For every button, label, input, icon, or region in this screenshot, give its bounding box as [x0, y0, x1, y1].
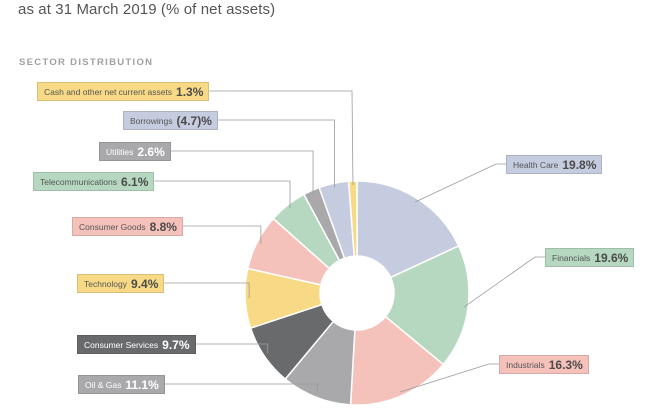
label-consumer-services: Consumer Services 9.7% [77, 335, 196, 354]
label-name: Financials [552, 252, 591, 263]
leader-line-telecommunications [154, 180, 291, 209]
label-name: Industrials [506, 359, 545, 370]
label-value: 9.7% [162, 337, 190, 352]
label-technology: Technology 9.4% [77, 274, 165, 293]
leader-line-industrials [399, 363, 499, 393]
slice-cash-and-other-net-current-assets [347, 180, 358, 257]
label-name: Utilities [106, 146, 134, 157]
label-value: 9.4% [131, 276, 159, 291]
label-consumer-goods: Consumer Goods 8.8% [72, 217, 183, 236]
leader-line-technology [164, 282, 250, 299]
label-industrials: Industrials 16.3% [499, 355, 589, 374]
slice-industrials [349, 315, 445, 406]
leader-line-consumer-services [195, 343, 269, 354]
label-name: Oil & Gas [85, 379, 122, 390]
label-name: Consumer Goods [79, 221, 146, 232]
label-value: 6.1% [121, 174, 149, 189]
label-financials: Financials 19.6% [545, 248, 635, 267]
leader-line-oil-gas [164, 383, 318, 394]
label-telecommunications: Telecommunications 6.1% [33, 172, 155, 191]
label-cash-and-other-net-current-assets: Cash and other net current assets 1.3% [37, 82, 210, 101]
label-oil-gas: Oil & Gas 11.1% [78, 375, 165, 394]
label-value: (4.7)% [176, 113, 212, 128]
chart-subtitle: as at 31 March 2019 (% of net assets) [18, 1, 276, 18]
label-utilities: Utilities 2.6% [99, 142, 171, 161]
label-health-care: Health Care 19.8% [506, 155, 603, 174]
label-value: 19.6% [594, 250, 629, 265]
leader-line-consumer-goods [182, 225, 262, 244]
label-name: Cash and other net current assets [44, 86, 173, 97]
label-name: Consumer Services [84, 339, 159, 350]
leader-line-borrowings [217, 119, 335, 188]
label-value: 2.6% [137, 144, 165, 159]
label-name: Telecommunications [40, 176, 118, 187]
label-value: 1.3% [176, 84, 204, 99]
leader-line-financials [463, 256, 545, 308]
label-value: 8.8% [149, 219, 177, 234]
slice-health-care [356, 180, 460, 279]
label-name: Borrowings [130, 115, 173, 126]
leader-line-cash-and-other-net-current-assets [209, 90, 354, 186]
label-name: Health Care [513, 159, 559, 170]
label-value: 19.8% [562, 157, 597, 172]
label-name: Technology [84, 278, 128, 289]
leader-line-health-care [414, 163, 506, 203]
label-value: 11.1% [125, 377, 159, 392]
label-borrowings: Borrowings (4.7)% [123, 111, 218, 130]
section-title: SECTOR DISTRIBUTION [19, 57, 154, 68]
slice-financials [384, 244, 470, 366]
leader-line-utilities [170, 150, 314, 195]
label-value: 16.3% [548, 357, 583, 372]
